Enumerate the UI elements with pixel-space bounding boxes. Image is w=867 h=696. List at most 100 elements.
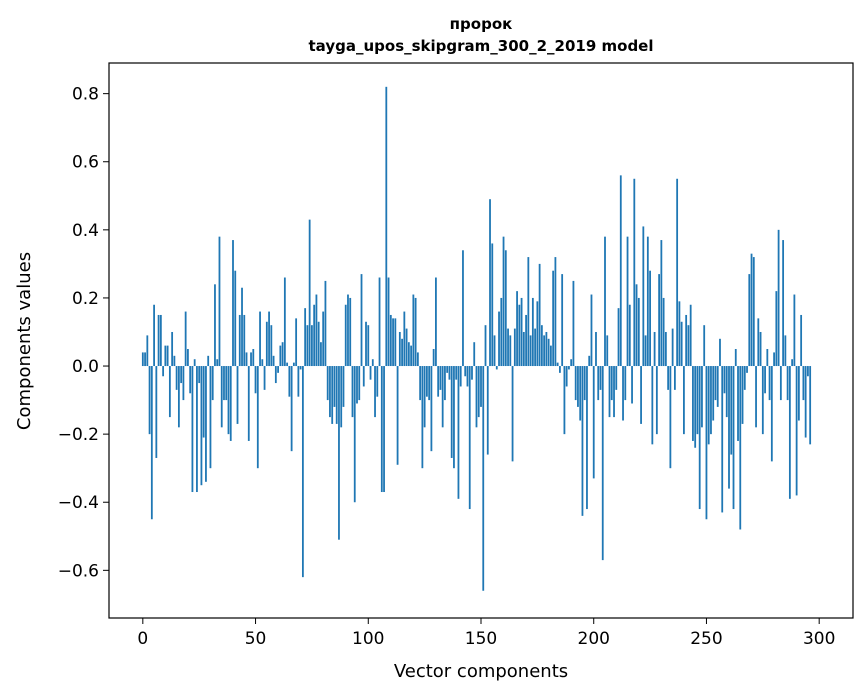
bar <box>804 366 807 438</box>
bar <box>250 352 252 367</box>
bar <box>592 366 595 479</box>
bar <box>617 308 620 367</box>
bar <box>719 338 721 367</box>
x-tick-label: 250 <box>690 629 722 649</box>
bar <box>608 366 611 418</box>
bar <box>471 366 473 380</box>
bar <box>299 366 302 370</box>
bar <box>786 366 789 401</box>
bar <box>597 366 600 401</box>
x-axis-label: Vector components <box>394 661 568 682</box>
bar <box>279 345 282 367</box>
bar <box>159 314 162 367</box>
bar <box>410 345 413 367</box>
bar <box>202 366 205 438</box>
bar <box>214 284 216 367</box>
bar <box>236 366 239 424</box>
bar <box>707 366 710 445</box>
bar <box>367 325 370 367</box>
bar <box>365 321 367 367</box>
bar <box>340 366 343 428</box>
bar <box>658 274 661 367</box>
bar <box>791 359 794 367</box>
bar <box>606 335 609 367</box>
bar <box>570 359 573 367</box>
bar <box>457 366 460 499</box>
x-tick-label: 50 <box>245 629 267 649</box>
bar <box>502 236 505 367</box>
bar <box>468 366 471 510</box>
bar <box>356 366 358 404</box>
bar <box>448 366 451 380</box>
bar <box>207 355 210 367</box>
bar <box>511 366 514 462</box>
bar <box>797 366 800 421</box>
bar <box>689 304 692 367</box>
bar <box>782 240 785 367</box>
bar <box>155 366 158 458</box>
bar <box>362 366 365 387</box>
y-tick-label: 0.8 <box>72 85 99 105</box>
bar <box>667 366 670 390</box>
bar <box>793 294 796 367</box>
bar <box>660 240 663 367</box>
bars-group <box>141 86 812 591</box>
bar <box>619 175 622 367</box>
bar <box>588 355 591 367</box>
bar <box>586 366 588 510</box>
bar <box>378 277 381 367</box>
bar <box>211 366 214 401</box>
bar <box>295 318 298 367</box>
bar <box>412 294 415 367</box>
bar <box>748 274 751 367</box>
bar <box>768 366 771 401</box>
bar <box>705 366 708 520</box>
bar <box>247 366 250 441</box>
bar <box>549 345 552 367</box>
bar <box>288 366 291 397</box>
bar <box>421 366 424 469</box>
bar <box>761 366 764 435</box>
bar <box>664 331 667 367</box>
bar <box>218 236 221 367</box>
y-axis-label: Components values <box>14 252 35 430</box>
bar <box>358 366 361 401</box>
bar <box>500 297 503 367</box>
bar <box>547 338 550 367</box>
bar <box>435 277 437 367</box>
x-tick-label: 0 <box>137 629 148 649</box>
bar <box>430 366 433 452</box>
bar <box>234 270 237 367</box>
bar <box>716 366 719 407</box>
bar <box>333 366 336 407</box>
bar <box>360 274 363 367</box>
bar <box>146 335 149 367</box>
bar <box>272 355 275 367</box>
bar <box>701 366 703 428</box>
bar <box>583 366 586 401</box>
bar <box>698 366 701 510</box>
bar <box>671 328 674 367</box>
bar <box>613 366 615 418</box>
bar <box>737 366 739 441</box>
y-tick-label: 0.2 <box>72 289 99 309</box>
bar <box>419 366 422 401</box>
bar <box>527 257 530 367</box>
bar <box>455 366 458 380</box>
bar <box>227 366 230 435</box>
bar <box>552 270 555 367</box>
bar <box>703 325 706 367</box>
bar <box>531 297 534 367</box>
bar <box>646 236 649 367</box>
bar <box>437 366 440 397</box>
bar <box>274 366 277 384</box>
bar <box>473 342 476 367</box>
bar <box>268 311 270 367</box>
bar <box>403 311 406 367</box>
bar <box>166 345 169 367</box>
bar <box>453 366 455 469</box>
bar <box>324 280 327 367</box>
bar <box>669 366 672 469</box>
chart-subtitle: tayga_upos_skipgram_300_2_2019 model <box>309 37 654 55</box>
bar <box>283 277 286 367</box>
